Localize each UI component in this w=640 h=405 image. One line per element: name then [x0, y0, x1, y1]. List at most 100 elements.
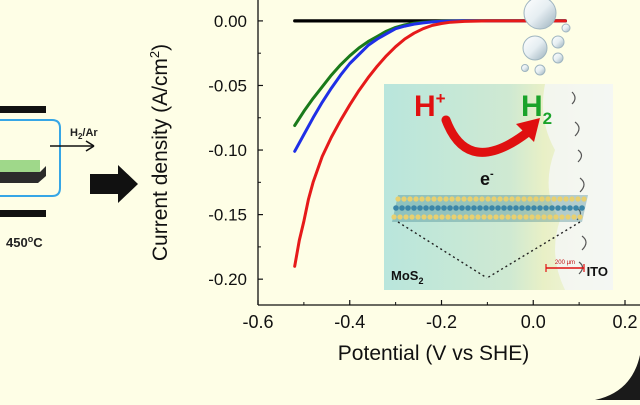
sulfur-atom — [427, 214, 433, 220]
hydrogen-bubbles — [521, 0, 571, 76]
molybdenum-atom — [465, 205, 471, 211]
sulfur-atom — [455, 196, 461, 202]
molybdenum-atom — [501, 205, 507, 211]
x-axis-label: Potential (V vs SHE) — [338, 342, 529, 365]
sulfur-atom — [551, 196, 557, 202]
sulfur-atom — [437, 196, 443, 202]
sulfur-atom — [565, 214, 571, 220]
sulfur-atom — [527, 196, 533, 202]
y-axis-label-sup: 2 — [147, 51, 162, 58]
sulfur-atom — [559, 214, 565, 220]
mos2-label: MoS2 — [391, 268, 423, 286]
molybdenum-atom — [453, 205, 459, 211]
sulfur-atom — [571, 214, 577, 220]
furnace-bottom-plate — [0, 210, 46, 217]
sulfur-atom — [577, 214, 583, 220]
sulfur-atom — [563, 196, 569, 202]
molybdenum-atom — [447, 205, 453, 211]
h-plus-label: H+ — [414, 89, 446, 123]
block-arrow-right-icon — [90, 165, 138, 203]
sulfur-atom — [401, 196, 407, 202]
sulfur-atom — [533, 196, 539, 202]
gas-flow-arrowhead — [85, 140, 95, 152]
sulfur-atom — [409, 214, 415, 220]
sulfur-atom — [545, 196, 551, 202]
molybdenum-atom — [573, 205, 579, 211]
molybdenum-atom — [495, 205, 501, 211]
sulfur-atom — [547, 214, 553, 220]
molybdenum-atom — [567, 205, 573, 211]
molybdenum-atom — [411, 205, 417, 211]
y-tick-label: -0.15 — [208, 206, 247, 225]
sulfur-atom — [395, 196, 401, 202]
ito-region — [542, 84, 613, 290]
sulfur-atom — [397, 214, 403, 220]
sulfur-atom — [511, 214, 517, 220]
molybdenum-atom — [489, 205, 495, 211]
sulfur-atom — [431, 196, 437, 202]
sulfur-atom — [485, 196, 491, 202]
molybdenum-atom — [483, 205, 489, 211]
x-tick-label: 0.0 — [521, 312, 546, 332]
corner-shadow — [595, 355, 640, 400]
sulfur-atom — [475, 214, 481, 220]
bubble-4 — [552, 52, 564, 64]
molybdenum-atom — [393, 205, 399, 211]
molybdenum-atom — [441, 205, 447, 211]
molybdenum-atom — [513, 205, 519, 211]
sulfur-atom — [517, 214, 523, 220]
sulfur-atom — [443, 196, 449, 202]
sulfur-atom — [569, 196, 575, 202]
sulfur-atom — [403, 214, 409, 220]
x-tick-label: -0.2 — [426, 312, 457, 332]
scale-bar-label: 200 µm — [555, 260, 575, 266]
electron-arrowhead — [516, 118, 540, 142]
sulfur-atom — [553, 214, 559, 220]
molybdenum-atom — [549, 205, 555, 211]
sulfur-atom — [523, 214, 529, 220]
y-tick-label: -0.05 — [208, 76, 247, 95]
y-axis-label: Current density (A/cm2) — [147, 44, 172, 261]
molybdenum-atom — [561, 205, 567, 211]
sulfur-atom — [469, 214, 475, 220]
sulfur-atom — [493, 214, 499, 220]
zoom-line-right — [486, 221, 581, 279]
sulfur-atom — [451, 214, 457, 220]
molybdenum-atom — [405, 205, 411, 211]
sulfur-atom — [503, 196, 509, 202]
sulfur-atom — [505, 214, 511, 220]
sulfur-atom — [473, 196, 479, 202]
furnace-top-plate — [0, 106, 46, 113]
h2-label: H2 — [521, 90, 552, 128]
sulfur-atom — [439, 214, 445, 220]
molybdenum-atom — [555, 205, 561, 211]
molybdenum-atom — [399, 205, 405, 211]
substrate-piece — [0, 160, 40, 172]
ito-label: ITO — [587, 264, 608, 279]
sulfur-atom — [491, 196, 497, 202]
molybdenum-atom — [537, 205, 543, 211]
molybdenum-atom — [417, 205, 423, 211]
molybdenum-atom — [579, 205, 585, 211]
electron-label: e- — [480, 168, 494, 189]
molybdenum-atom — [459, 205, 465, 211]
molybdenum-atom — [471, 205, 477, 211]
sulfur-atom — [407, 196, 413, 202]
molybdenum-atom — [423, 205, 429, 211]
sulfur-atom — [581, 196, 587, 202]
sulfur-atom — [479, 196, 485, 202]
sulfur-atom — [419, 196, 425, 202]
bubble-3 — [551, 35, 565, 49]
chart-axes: -0.6 -0.4 -0.2 0.0 0.2 0.00 -0.05 -0.10 -0.15 -0.… — [147, 0, 640, 365]
bubble-2 — [522, 35, 548, 61]
y-tick-label: -0.20 — [208, 270, 247, 289]
series-line-3 — [293, 19, 567, 268]
bubble-7 — [561, 23, 571, 33]
sulfur-atom — [457, 214, 463, 220]
quartz-tube-outline — [0, 119, 61, 197]
y-tick-label: 0.00 — [214, 12, 247, 31]
electron-transfer-arrow — [441, 115, 533, 157]
sulfur-atom — [425, 196, 431, 202]
molybdenum-atom — [519, 205, 525, 211]
